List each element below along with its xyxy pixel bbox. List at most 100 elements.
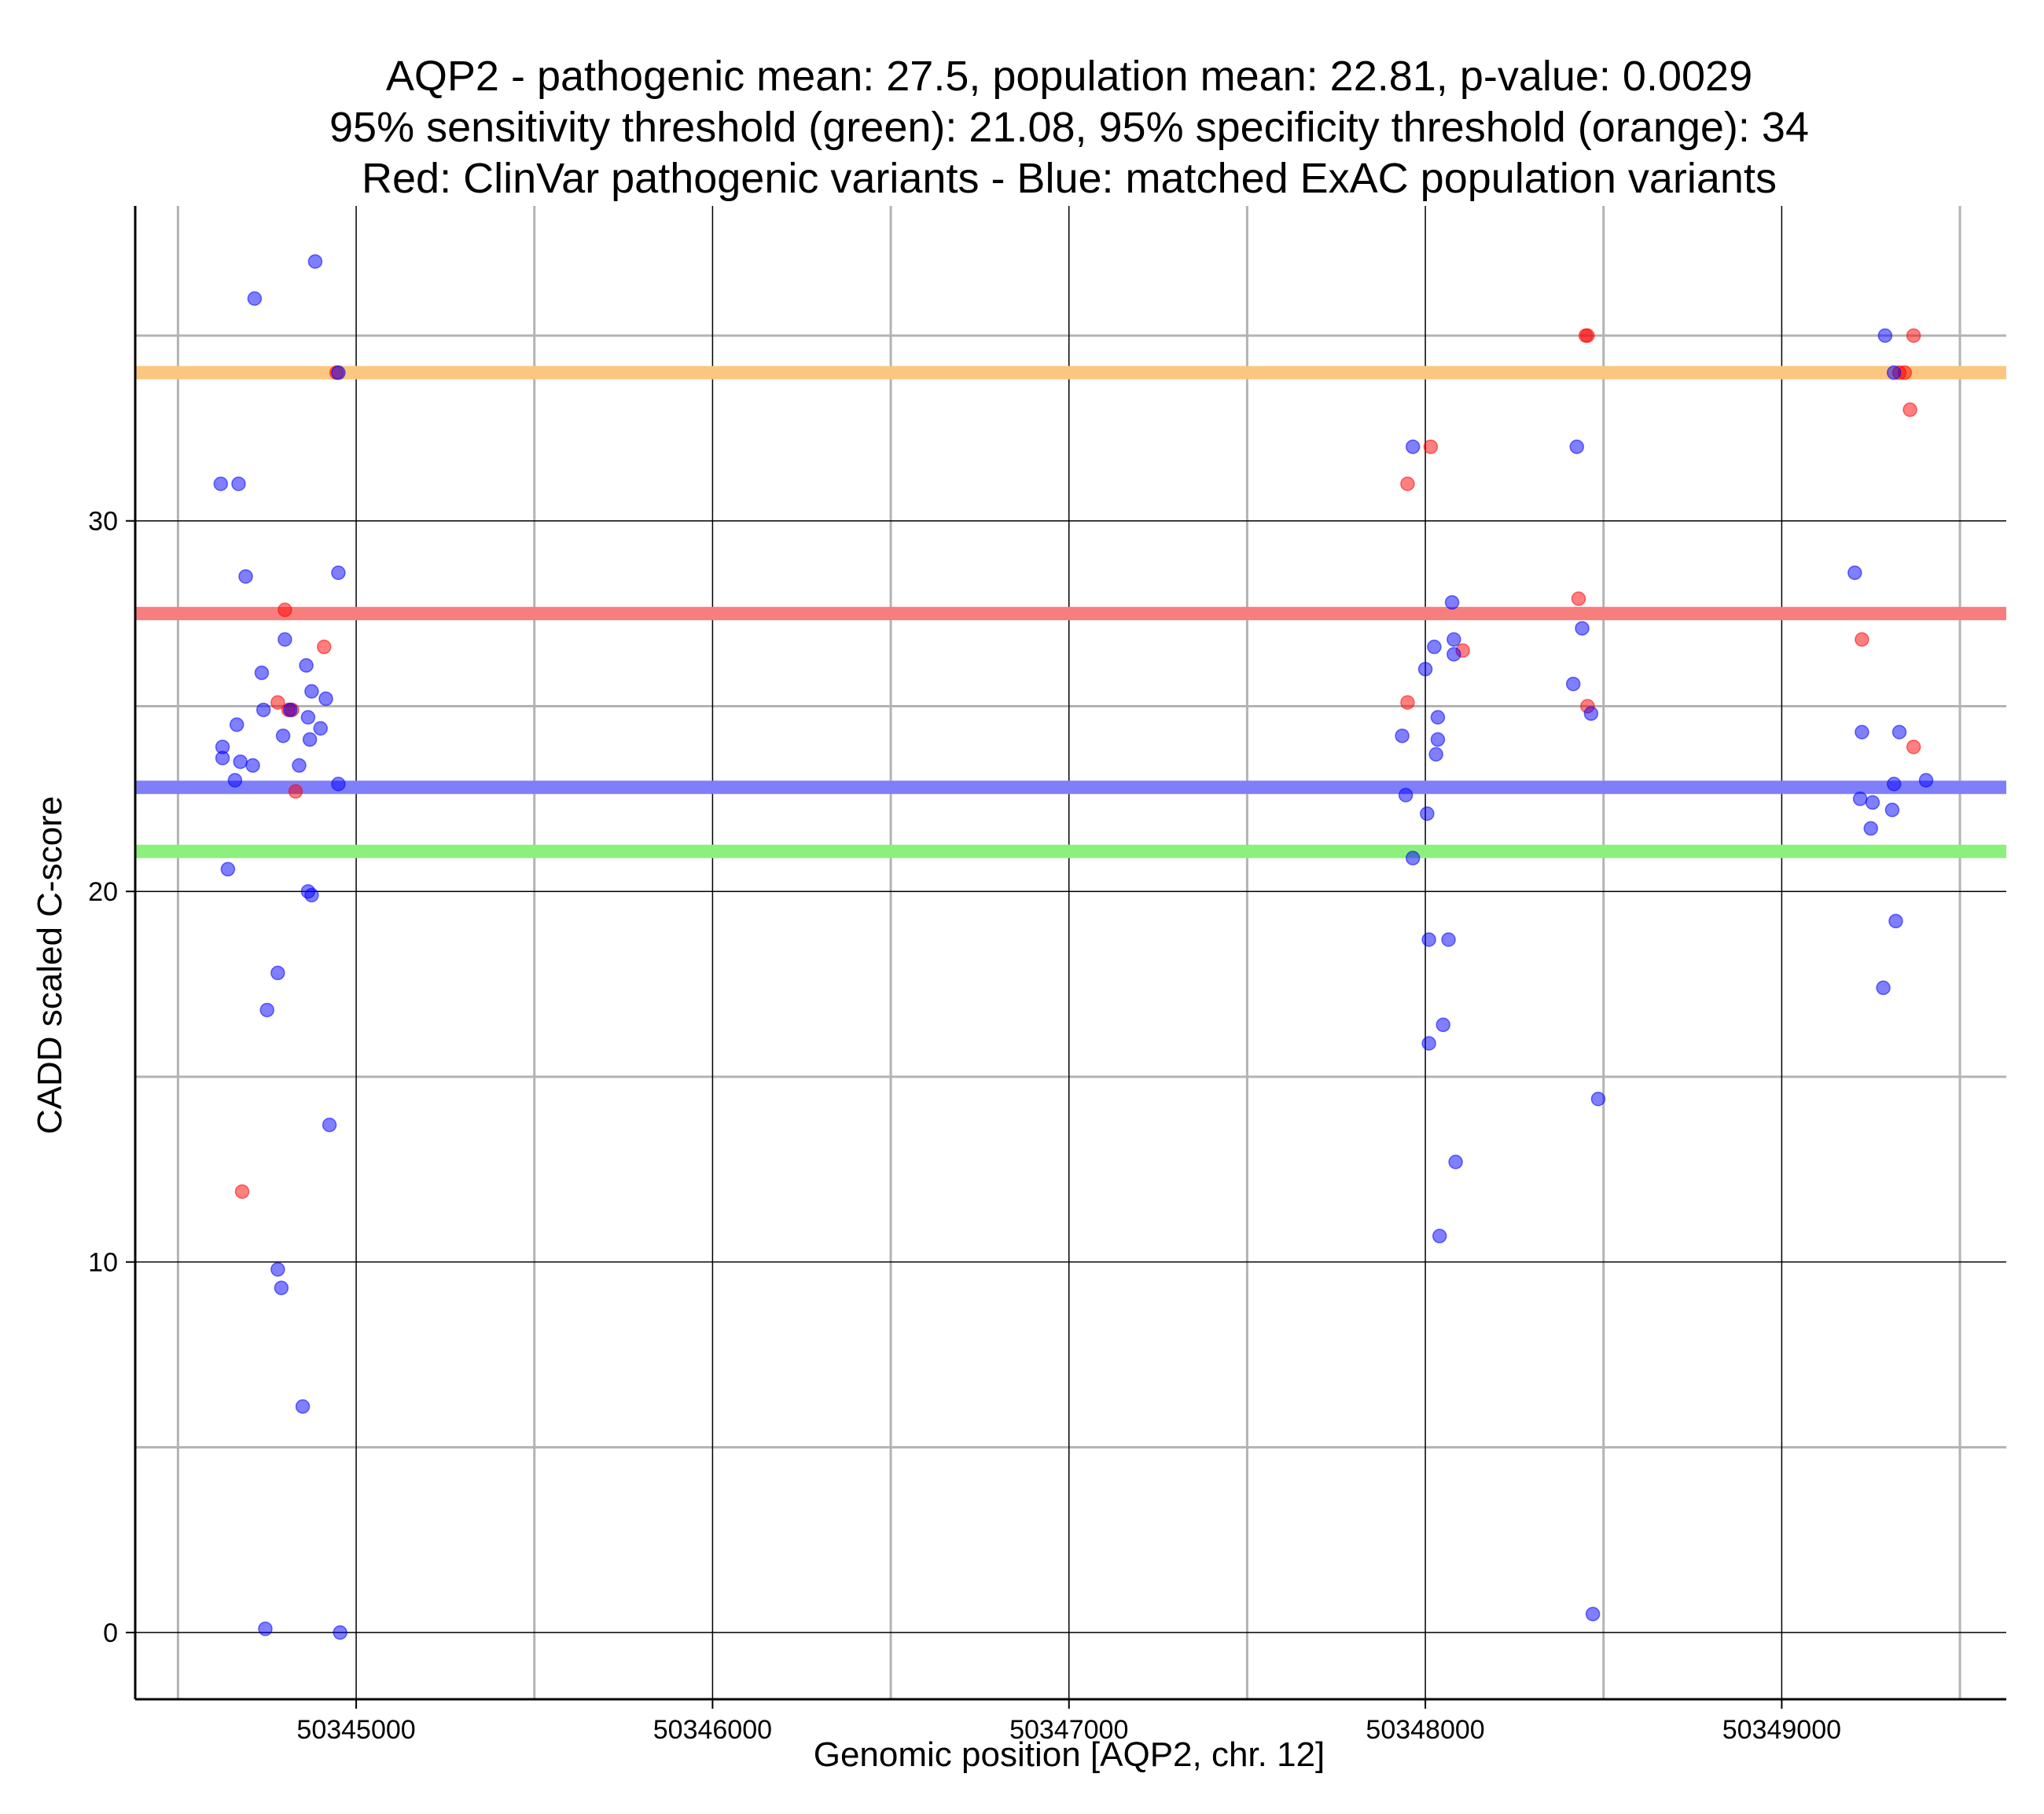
data-point [231, 476, 246, 491]
data-point [322, 1117, 337, 1133]
data-point [278, 632, 292, 647]
data-point [307, 254, 323, 269]
x-tick-label: 50346000 [653, 1715, 772, 1745]
data-point [1852, 791, 1868, 806]
data-point [245, 758, 260, 773]
data-point [300, 710, 316, 725]
data-point [256, 702, 271, 718]
y-tick-label: 30 [88, 507, 118, 537]
data-point [1590, 1091, 1606, 1107]
data-point [318, 691, 333, 707]
data-point [317, 639, 332, 655]
data-point [1441, 932, 1456, 947]
x-tick-label: 50345000 [296, 1715, 415, 1745]
data-point [1585, 1607, 1601, 1621]
data-point [333, 1625, 347, 1640]
data-point [1427, 639, 1442, 655]
data-point [238, 569, 253, 584]
data-point [1423, 439, 1439, 454]
data-point [313, 721, 328, 736]
data-point [302, 732, 318, 747]
data-point [1430, 732, 1446, 747]
data-point [1918, 773, 1934, 788]
grid-major [135, 206, 2006, 1699]
data-point [1448, 1155, 1463, 1170]
data-point [1400, 476, 1415, 491]
data-point [1583, 706, 1599, 722]
data-point [274, 1280, 289, 1295]
data-point [1420, 806, 1435, 821]
data-point [1444, 595, 1460, 610]
data-point [1421, 932, 1436, 947]
data-point [1886, 365, 1902, 380]
y-tick-label: 0 [103, 1618, 118, 1648]
data-point [1906, 328, 1921, 343]
data-point [1405, 850, 1421, 866]
data-point [1395, 728, 1410, 744]
y-tick-label: 20 [88, 877, 118, 907]
data-point [1876, 980, 1891, 996]
reference-lines [135, 365, 2006, 858]
x-tick-label: 50348000 [1366, 1715, 1484, 1745]
data-point [1436, 1017, 1450, 1033]
data-point [1865, 795, 1880, 810]
data-point [270, 1261, 285, 1277]
data-point [1405, 439, 1421, 454]
data-point [1888, 913, 1903, 929]
title-line-1: AQP2 - pathogenic mean: 27.5, population… [386, 53, 1752, 100]
data-points [213, 254, 1934, 1640]
data-point [299, 658, 314, 673]
data-point [234, 1184, 250, 1199]
data-point [1877, 328, 1893, 343]
data-point [1565, 676, 1581, 692]
data-point [288, 784, 303, 799]
data-point [275, 728, 291, 744]
data-point [247, 291, 263, 307]
title-line-2: 95% sensitivity threshold (green): 21.08… [329, 104, 1809, 151]
data-point [1580, 328, 1595, 343]
data-point [304, 684, 319, 699]
data-point [1847, 565, 1862, 580]
chart-title: AQP2 - pathogenic mean: 27.5, population… [329, 53, 1809, 202]
tick-labels: 50345000 50346000 50347000 50348000 50349000… [88, 507, 1841, 1745]
data-point [331, 777, 346, 791]
data-point [254, 665, 270, 681]
data-point [213, 476, 229, 491]
data-point [1575, 621, 1590, 636]
data-point [1432, 1228, 1447, 1243]
grid-minor [135, 206, 2006, 1699]
data-point [1891, 725, 1907, 740]
x-axis-title: Genomic position [AQP2, chr. 12] [814, 1735, 1325, 1774]
data-point [1447, 647, 1461, 662]
data-point [331, 365, 346, 380]
data-point [258, 1621, 273, 1636]
axes [126, 206, 2006, 1709]
data-point [270, 695, 285, 711]
data-point [1417, 662, 1433, 677]
data-point [1571, 591, 1586, 607]
y-tick-label: 10 [88, 1248, 118, 1278]
y-axis-title: CADD scaled C-score [31, 796, 69, 1134]
x-tick-label: 50349000 [1722, 1715, 1841, 1745]
data-point [233, 754, 248, 769]
data-point [295, 1399, 311, 1414]
data-point [282, 702, 298, 718]
data-point [270, 965, 285, 981]
x-tick-label: 50347000 [1009, 1715, 1128, 1745]
data-point [1569, 439, 1584, 454]
data-point [1430, 710, 1446, 725]
data-point [1447, 632, 1461, 647]
data-point [1400, 695, 1415, 711]
data-point [292, 758, 307, 773]
data-point [278, 602, 292, 618]
data-point [1421, 1036, 1436, 1051]
data-point [1886, 777, 1902, 791]
data-point [1398, 788, 1414, 802]
data-point [259, 1002, 274, 1018]
data-point [304, 887, 319, 903]
data-point [1855, 725, 1869, 740]
data-point [215, 751, 230, 766]
data-point [1855, 632, 1869, 647]
